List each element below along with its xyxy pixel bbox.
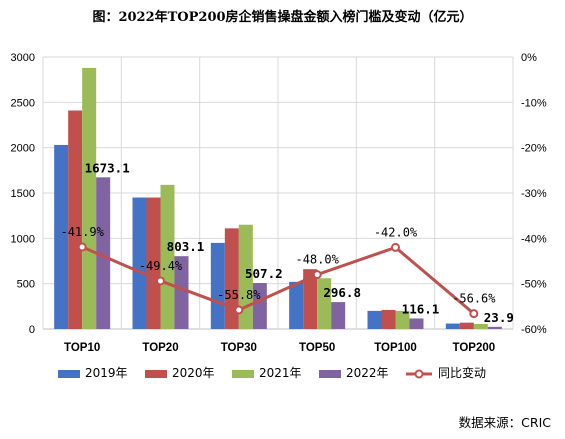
line-point (312, 270, 322, 280)
bar-2022年-TOP100 (409, 318, 424, 329)
line-point (156, 276, 165, 286)
line-point (469, 309, 479, 319)
x-tick-label: TOP30 (221, 342, 257, 354)
x-tick-label: TOP20 (142, 342, 178, 354)
y2-tick-label: -30% (521, 188, 547, 200)
bar-2019年-TOP50 (289, 281, 304, 329)
bar-2021年-TOP10 (82, 67, 97, 329)
y-tick-label: 500 (17, 279, 35, 291)
y2-tick-label: -50% (521, 279, 547, 291)
y2-tick-label: -60% (521, 324, 547, 336)
legend-swatch-2019年 (58, 370, 80, 378)
legend-swatch-marker (414, 369, 424, 379)
legend-label: 2021年 (259, 366, 302, 380)
bar-value-label: 507.2 (245, 266, 283, 281)
bar-value-label: 116.1 (402, 301, 440, 316)
line-value-label: -42.0% (374, 225, 418, 239)
bar-2021年-TOP20 (160, 184, 175, 329)
chart-title: 图：2022年TOP200房企销售操盘金额入榜门槛及变动（亿元） (92, 10, 473, 25)
y2-tick-label: -40% (521, 233, 547, 245)
y-tick-label: 2500 (11, 97, 35, 109)
legend-swatch-2020年 (145, 370, 167, 378)
bar-2020年-TOP50 (303, 269, 318, 329)
bar-2019年-TOP30 (210, 242, 225, 329)
bar-2019年-TOP100 (367, 310, 382, 329)
x-tick-label: TOP200 (453, 342, 496, 354)
line-point (234, 305, 244, 315)
bar-2022年-TOP50 (331, 302, 346, 329)
x-tick-label: TOP100 (374, 342, 417, 354)
bar-2020年-TOP30 (224, 228, 239, 329)
line-value-label: -55.8% (217, 288, 261, 302)
bar-2022年-TOP20 (174, 256, 189, 329)
x-tick-label: TOP50 (299, 342, 335, 354)
y-tick-label: 0 (29, 324, 35, 336)
legend-swatch-2021年 (232, 370, 254, 378)
y2-tick-label: -10% (521, 97, 547, 109)
bar-2021年-TOP100 (395, 310, 410, 329)
bar-2022年-TOP200 (487, 326, 502, 329)
bar-2019年-TOP10 (54, 144, 69, 329)
line-value-label: -41.9% (60, 225, 104, 239)
line-value-label: -49.4% (139, 259, 183, 273)
legend-swatch-2022年 (319, 370, 341, 378)
bar-2020年-TOP100 (381, 309, 396, 329)
y-tick-label: 2000 (11, 143, 35, 155)
y-tick-label: 1000 (11, 233, 35, 245)
y2-tick-label: -20% (521, 143, 547, 155)
bar-2020年-TOP20 (146, 197, 161, 329)
bar-2021年-TOP30 (238, 224, 253, 329)
y-tick-label: 1500 (11, 188, 35, 200)
bar-2021年-TOP200 (473, 324, 488, 329)
line-value-label: -48.0% (295, 253, 339, 267)
bar-value-label: 23.9 (484, 310, 514, 325)
bar-2019年-TOP200 (445, 323, 460, 329)
legend-label: 同比变动 (438, 365, 486, 380)
line-point (77, 242, 87, 252)
y2-tick-label: 0% (521, 52, 537, 64)
legend-label: 2022年 (346, 366, 389, 380)
line-point (391, 242, 400, 252)
x-tick-label: TOP10 (64, 342, 100, 354)
bar-2022年-TOP30 (252, 283, 267, 329)
bar-2020年-TOP10 (68, 110, 83, 329)
bar-2022年-TOP10 (96, 177, 111, 329)
line-value-label: -56.6% (452, 292, 496, 306)
bar-value-label: 296.8 (323, 285, 361, 300)
y-tick-label: 3000 (11, 52, 35, 64)
legend-label: 2020年 (172, 366, 215, 380)
legend-label: 2019年 (85, 366, 128, 380)
source-note: 数据来源：CRIC (458, 415, 551, 430)
bar-value-label: 803.1 (167, 239, 205, 254)
bar-2021年-TOP50 (317, 278, 332, 329)
bar-value-label: 1673.1 (85, 160, 130, 175)
bar-2019年-TOP20 (132, 197, 147, 329)
bar-2020年-TOP200 (459, 322, 474, 329)
line-同比变动 (81, 245, 475, 315)
